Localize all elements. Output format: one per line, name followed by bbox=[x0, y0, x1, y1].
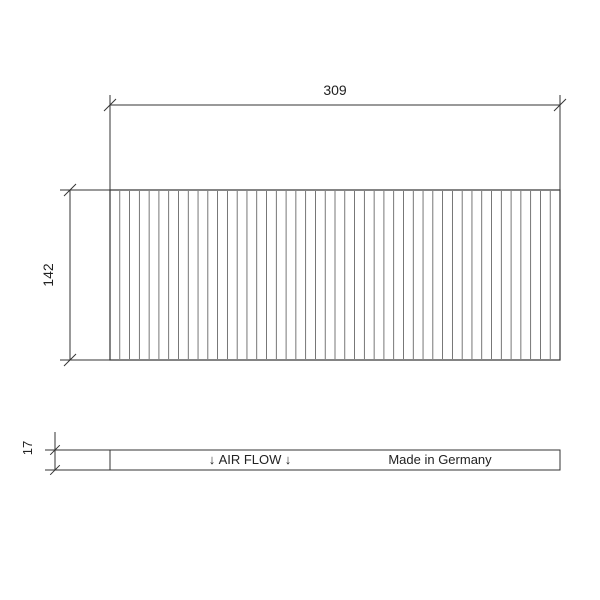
dim-width: 309 bbox=[104, 82, 566, 190]
technical-drawing: 309 142 17 ↓ AIR FLOW ↓ Made in Germany bbox=[0, 0, 600, 600]
dim-thickness: 17 bbox=[20, 432, 110, 475]
origin-label: Made in Germany bbox=[388, 452, 492, 467]
airflow-arrow-right-icon: ↓ bbox=[285, 452, 292, 467]
dim-height-label: 142 bbox=[40, 263, 56, 287]
filter-body bbox=[110, 190, 560, 360]
airflow-arrow-left-icon: ↓ bbox=[209, 452, 216, 467]
dim-thickness-label: 17 bbox=[20, 441, 35, 455]
side-strip: ↓ AIR FLOW ↓ Made in Germany bbox=[110, 450, 560, 470]
dim-height: 142 bbox=[40, 184, 110, 366]
airflow-label: AIR FLOW bbox=[219, 452, 283, 467]
dim-width-label: 309 bbox=[323, 82, 347, 98]
